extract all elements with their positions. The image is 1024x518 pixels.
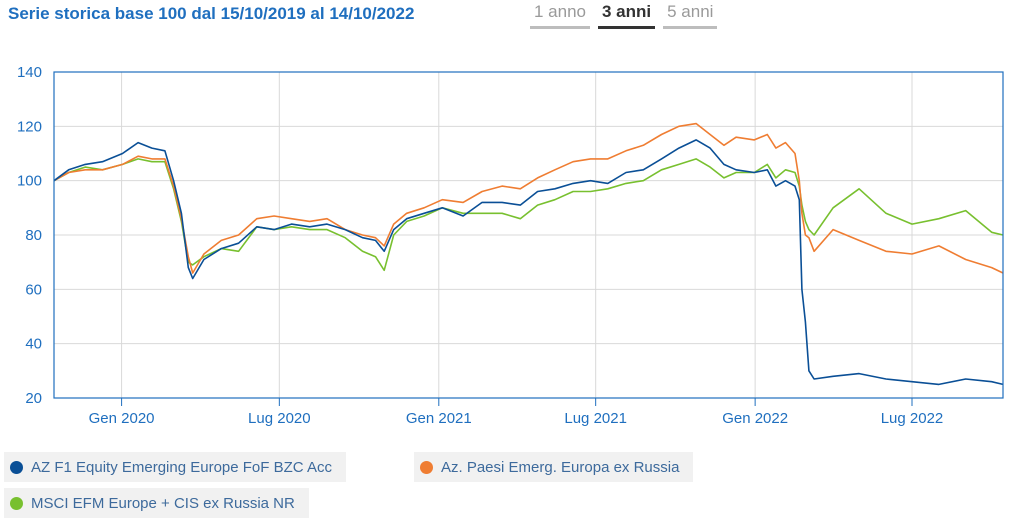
y-tick-label: 60 <box>25 281 42 298</box>
x-tick-label: Gen 2022 <box>722 410 788 427</box>
y-tick-label: 120 <box>17 118 42 135</box>
x-tick-label: Gen 2020 <box>89 410 155 427</box>
plot-area-frame <box>53 71 1004 399</box>
chart-title: Serie storica base 100 dal 15/10/2019 al… <box>8 4 415 23</box>
x-tick-label: Lug 2022 <box>881 410 944 427</box>
legend-dot-fund <box>10 460 23 474</box>
series-line-benchmark <box>53 158 1004 272</box>
legend-item-category[interactable]: Az. Paesi Emerg. Europa ex Russia <box>414 452 694 482</box>
y-tick-label: 100 <box>17 173 42 190</box>
legend-dot-category <box>420 460 433 474</box>
series-line-category <box>53 122 1004 274</box>
legend-label-benchmark: MSCI EFM Europe + CIS ex Russia NR <box>31 494 295 512</box>
y-tick-label: 40 <box>25 336 42 353</box>
range-tab-5-anni[interactable]: 5 anni <box>663 2 718 29</box>
range-tab-1-anno[interactable]: 1 anno <box>530 2 590 29</box>
range-tab-3-anni[interactable]: 3 anni <box>598 2 656 29</box>
legend-item-fund[interactable]: AZ F1 Equity Emerging Europe FoF BZC Acc <box>4 452 346 482</box>
line-chart: 20 40 60 80 100 120 140 Gen 2020 Lug 2020 Gen 202… <box>17 64 1004 427</box>
legend-label-category: Az. Paesi Emerg. Europa ex Russia <box>441 458 680 476</box>
legend-label-fund: AZ F1 Equity Emerging Europe FoF BZC Acc <box>31 458 332 476</box>
legend-item-benchmark[interactable]: MSCI EFM Europe + CIS ex Russia NR <box>4 488 309 518</box>
legend: AZ F1 Equity Emerging Europe FoF BZC Acc… <box>0 448 1024 518</box>
y-tick-label: 80 <box>25 227 42 244</box>
y-tick-label: 140 <box>17 64 42 81</box>
x-tick-label: Lug 2020 <box>248 410 311 427</box>
x-tick-label: Lug 2021 <box>564 410 627 427</box>
y-tick-label: 20 <box>25 390 42 407</box>
range-tabs: 1 anno 3 anni 5 anni <box>530 2 718 29</box>
legend-dot-benchmark <box>10 496 23 510</box>
x-tick-label: Gen 2021 <box>406 410 472 427</box>
series-line-fund <box>53 139 1004 386</box>
